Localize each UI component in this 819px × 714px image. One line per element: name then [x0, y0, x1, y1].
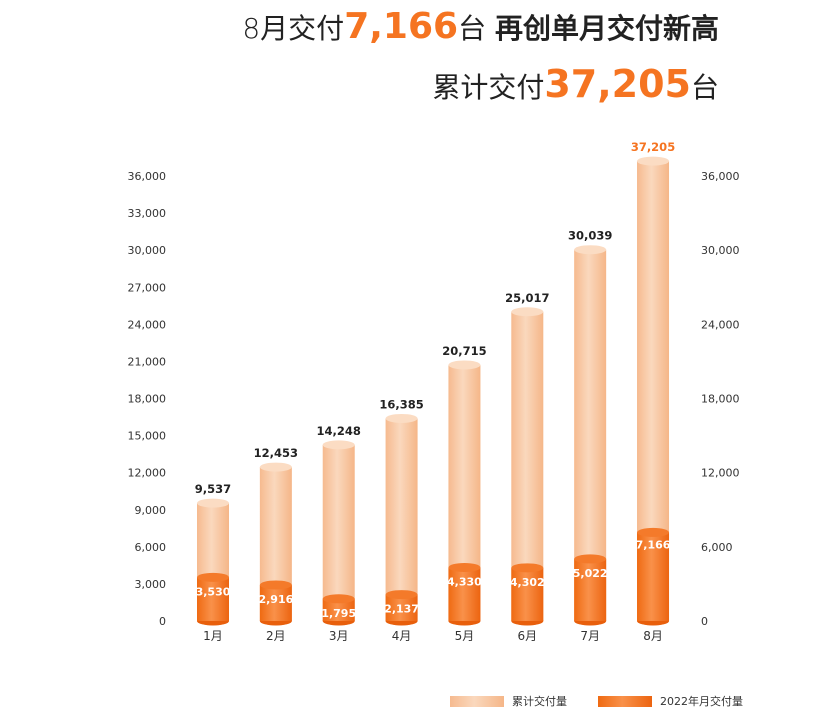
x-tick-label: 3月	[329, 629, 349, 643]
monthly-value-label: 7,166	[636, 538, 671, 551]
left-tick-label: 27,000	[128, 281, 167, 294]
monthly-bar	[574, 554, 607, 626]
legend-swatch	[450, 696, 504, 707]
right-tick-label: 18,000	[701, 393, 740, 406]
right-tick-label: 30,000	[701, 244, 740, 257]
right-tick-label: 36,000	[701, 170, 740, 183]
headline-month-number: 7,166	[344, 6, 459, 47]
legend-swatch	[598, 696, 652, 707]
monthly-value-label: 3,530	[196, 585, 231, 598]
monthly-bar	[385, 590, 418, 626]
x-tick-label: 7月	[580, 629, 600, 643]
left-tick-label: 30,000	[128, 244, 167, 257]
cumulative-value-label: 16,385	[379, 397, 423, 411]
cumulative-value-label: 37,205	[631, 140, 675, 154]
cumulative-bar	[322, 440, 355, 626]
left-tick-label: 21,000	[128, 355, 167, 368]
legend-label: 累计交付量	[512, 694, 567, 708]
right-tick-label: 12,000	[701, 467, 740, 480]
cumulative-bar	[385, 413, 418, 626]
monthly-value-label: 4,330	[447, 575, 482, 588]
headline-total-unit: 台	[690, 71, 719, 104]
monthly-bar	[197, 572, 229, 626]
headline-line-2: 累计交付37,205台	[432, 62, 719, 106]
left-tick-label: 15,000	[128, 430, 167, 443]
left-tick-label: 33,000	[128, 207, 167, 220]
left-tick-label: 9,000	[135, 504, 167, 517]
x-tick-label: 4月	[392, 629, 412, 643]
monthly-value-label: 4,302	[510, 576, 545, 589]
cumulative-value-label: 20,715	[442, 344, 486, 358]
left-tick-label: 6,000	[135, 541, 167, 554]
cumulative-value-label: 9,537	[195, 482, 231, 496]
headline-month-prefix: 8月交付	[242, 12, 345, 45]
headline-total-number: 37,205	[544, 62, 691, 106]
x-tick-label: 1月	[203, 629, 223, 643]
x-axis: 1月 2月 3月 4月 5月 6月 7月 8月	[203, 629, 663, 643]
cumulative-value-label: 12,453	[254, 446, 298, 460]
monthly-bar	[448, 562, 481, 626]
right-tick-label: 0	[701, 615, 708, 628]
headline-tagline: 再创单月交付新高	[494, 12, 719, 45]
monthly-value-label: 2,916	[258, 593, 293, 606]
right-axis: 0 6,000 12,000 18,000 24,000 30,000 36,000	[701, 170, 740, 628]
x-tick-label: 5月	[455, 629, 475, 643]
bar-series: 9,537 3,530 12,453 2,916 14,248 1,795 16,385 2,…	[195, 140, 675, 626]
left-tick-label: 12,000	[128, 467, 167, 480]
headline-total-prefix: 累计交付	[432, 71, 545, 104]
monthly-value-label: 1,795	[321, 607, 356, 620]
left-axis: 0 3,000 6,000 9,000 12,000 15,000 18,000 21,000…	[128, 170, 167, 628]
legend-item: 2022年月交付量	[598, 694, 743, 708]
legend: 累计交付量 2022年月交付量	[450, 694, 743, 708]
headline-month-unit: 台	[458, 12, 487, 45]
legend-label: 2022年月交付量	[660, 694, 743, 708]
left-tick-label: 0	[159, 615, 166, 628]
right-tick-label: 6,000	[701, 541, 733, 554]
x-tick-label: 2月	[266, 629, 286, 643]
x-tick-label: 6月	[517, 629, 537, 643]
cumulative-value-label: 25,017	[505, 291, 549, 305]
monthly-bar	[322, 594, 355, 626]
monthly-bar	[259, 580, 292, 626]
x-tick-label: 8月	[643, 629, 663, 643]
left-tick-label: 18,000	[128, 393, 167, 406]
monthly-bar	[511, 563, 544, 626]
legend-item: 累计交付量	[450, 694, 567, 708]
monthly-value-label: 5,022	[573, 567, 608, 580]
left-tick-label: 36,000	[128, 170, 167, 183]
cumulative-value-label: 14,248	[317, 424, 361, 438]
left-tick-label: 24,000	[128, 318, 167, 331]
cumulative-value-label: 30,039	[568, 229, 612, 243]
right-tick-label: 24,000	[701, 318, 740, 331]
left-tick-label: 3,000	[135, 578, 167, 591]
monthly-value-label: 2,137	[384, 603, 419, 616]
monthly-bar	[637, 527, 670, 626]
headline-line-1: 8月交付7,166台 再创单月交付新高	[242, 6, 719, 47]
